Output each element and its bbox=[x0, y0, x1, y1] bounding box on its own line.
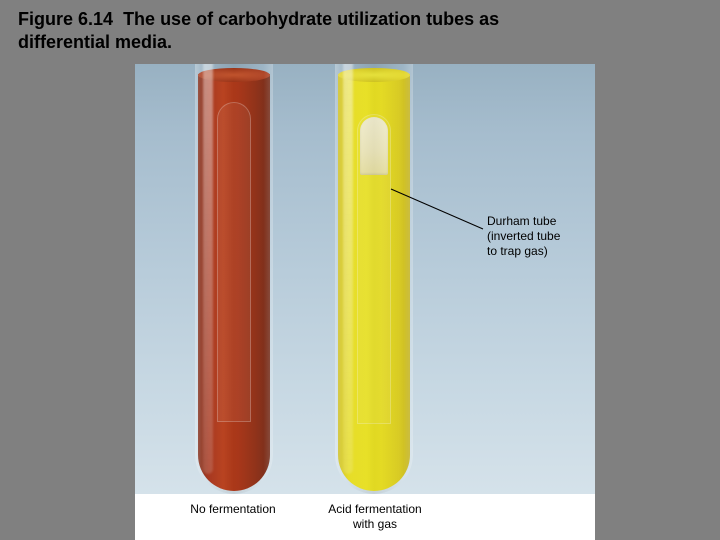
photo-area: Durham tube (inverted tube to trap gas) bbox=[135, 64, 595, 494]
annotation-durham-tube: Durham tube (inverted tube to trap gas) bbox=[487, 214, 587, 259]
figure-panel: Durham tube (inverted tube to trap gas) … bbox=[135, 64, 595, 540]
annotation-leader-line bbox=[135, 64, 595, 494]
label-acid-line-2: with gas bbox=[315, 517, 435, 532]
figure-caption: Figure 6.14 The use of carbohydrate util… bbox=[18, 8, 578, 53]
figure-number: Figure 6.14 bbox=[18, 9, 113, 29]
label-no-fermentation: No fermentation bbox=[183, 502, 283, 517]
tube-labels-row: No fermentation Acid fermentation with g… bbox=[135, 502, 595, 540]
annotation-line-1: Durham tube bbox=[487, 214, 587, 229]
annotation-line-2: (inverted tube bbox=[487, 229, 587, 244]
label-acid-fermentation: Acid fermentation with gas bbox=[315, 502, 435, 532]
annotation-line-3: to trap gas) bbox=[487, 244, 587, 259]
label-acid-line-1: Acid fermentation bbox=[315, 502, 435, 517]
